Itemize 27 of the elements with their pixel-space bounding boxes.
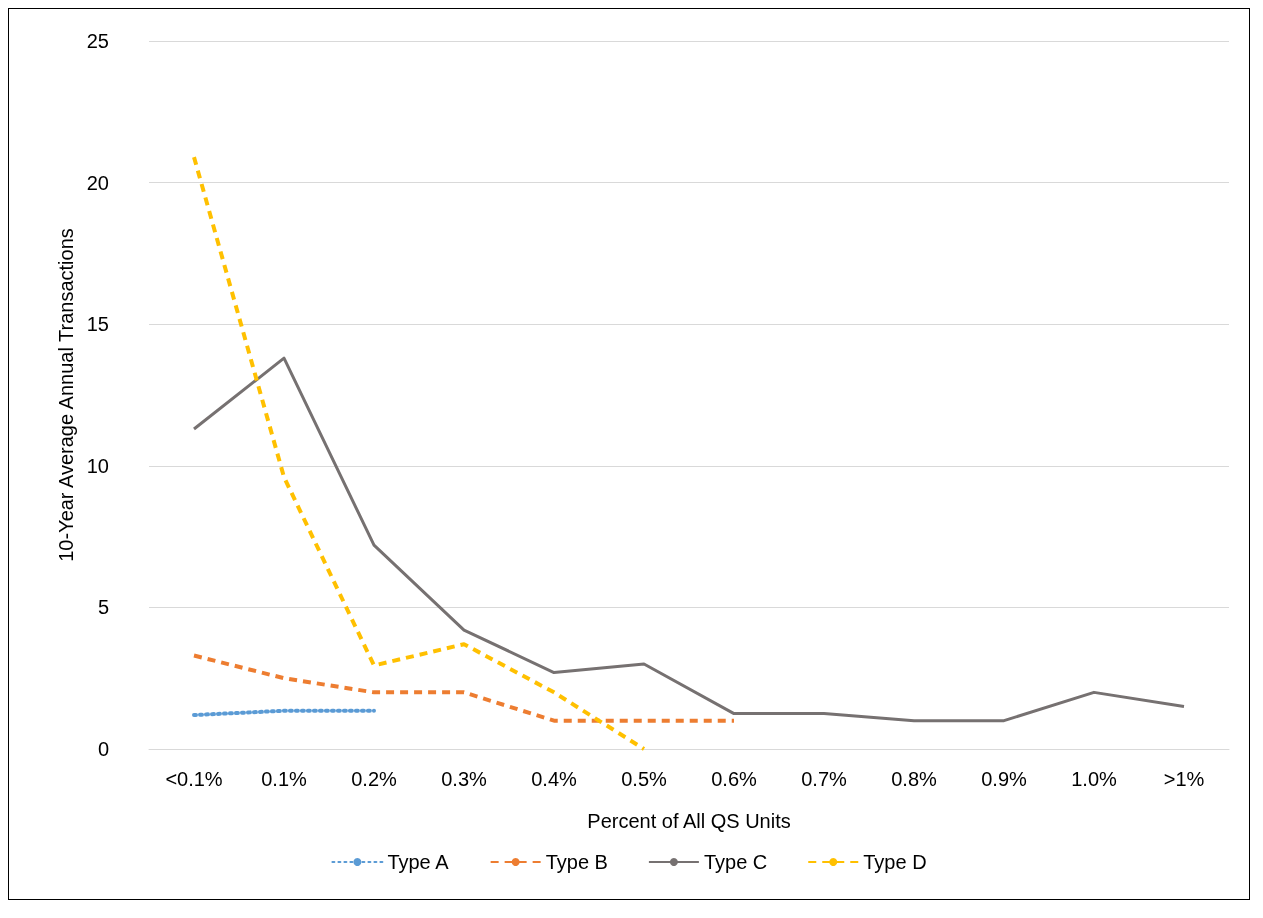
x-axis-title: Percent of All QS Units	[587, 810, 791, 832]
y-tick-label: 5	[97, 596, 109, 619]
y-axis-title: 10-Year Average Annual Transactions	[54, 228, 77, 562]
x-tick-label: 0.7%	[801, 768, 848, 790]
legend-label: Type C	[703, 851, 768, 873]
x-tick-label: 0.9%	[981, 768, 1028, 790]
line-series	[192, 356, 1186, 723]
x-tick-label: 0.8%	[891, 768, 938, 790]
y-tick-label: 20	[86, 171, 109, 194]
x-tick-label: 0.1%	[261, 768, 308, 790]
x-tick-label: <0.1%	[165, 768, 223, 790]
x-tick-label: 0.3%	[441, 768, 488, 790]
legend-label: Type A	[387, 851, 450, 873]
y-tick-label: 25	[86, 30, 109, 52]
x-tick-label: 0.4%	[531, 768, 578, 790]
line-series	[192, 155, 646, 751]
y-tick-label: 15	[86, 313, 109, 336]
legend-label: Type D	[863, 851, 927, 873]
x-tick-label: 0.5%	[621, 768, 668, 790]
x-tick-label: 0.6%	[711, 768, 758, 790]
legend-label: Type B	[545, 851, 608, 873]
x-tick-label: >1%	[1163, 768, 1205, 790]
x-tick-label: 1.0%	[1071, 768, 1118, 790]
line-series	[192, 653, 736, 723]
y-tick-label: 10	[86, 454, 109, 477]
x-tick-label: 0.2%	[351, 768, 398, 790]
y-tick-label: 0	[97, 738, 109, 760]
